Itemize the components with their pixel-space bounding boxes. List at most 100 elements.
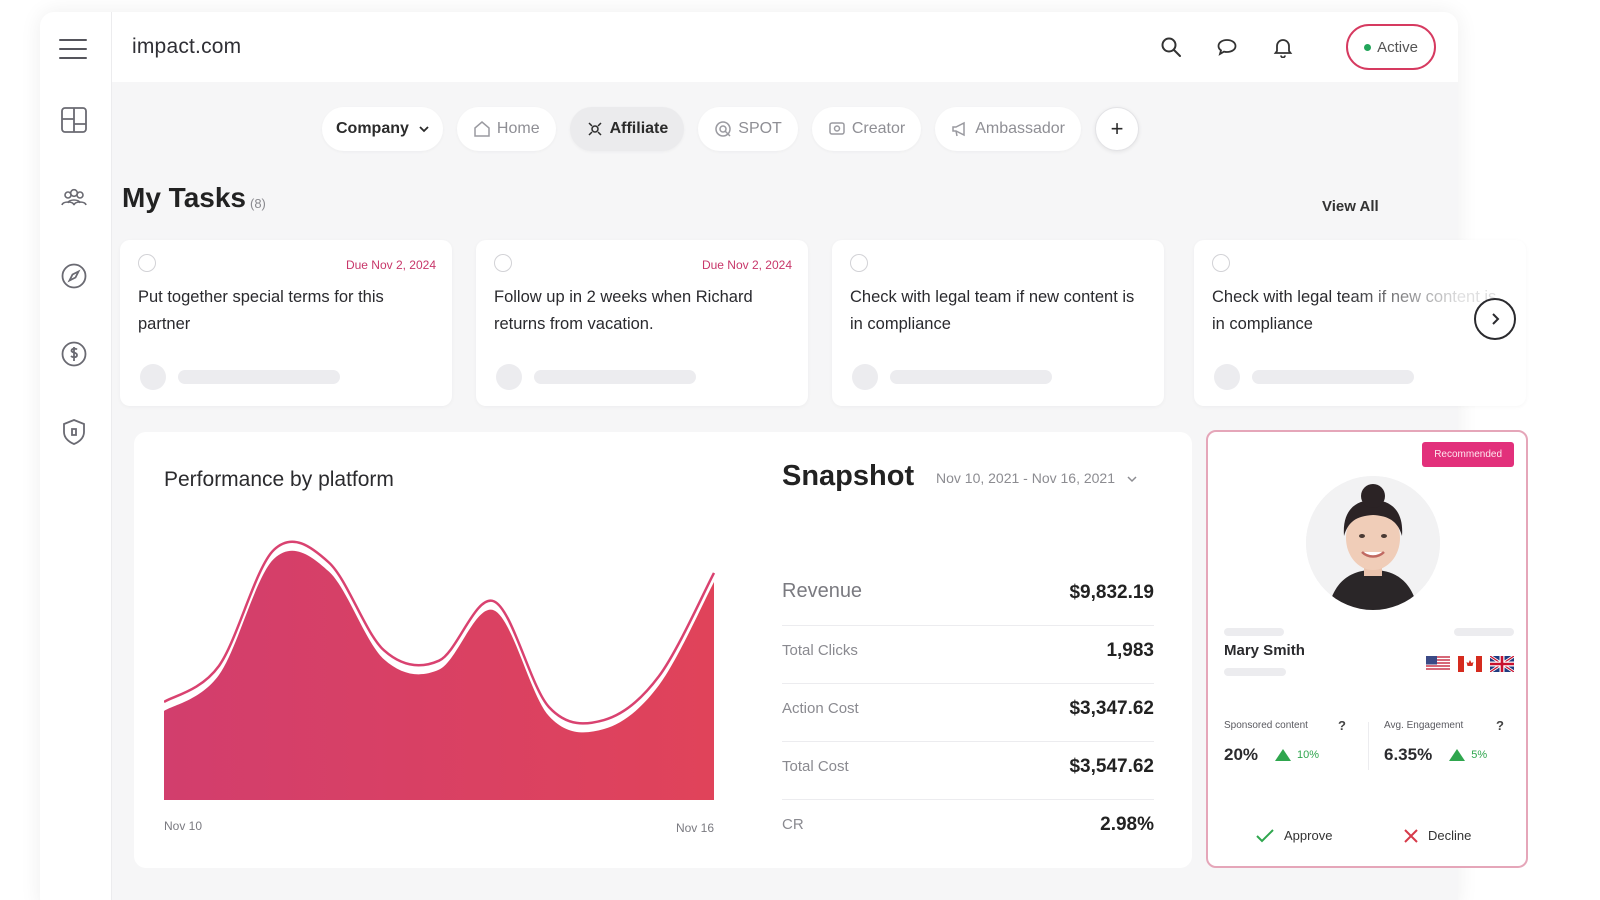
chevron-down-icon	[419, 126, 429, 133]
chevron-right-icon	[1492, 313, 1500, 325]
tasks-next-button[interactable]	[1474, 298, 1516, 340]
placeholder-line	[1224, 668, 1286, 676]
decline-button[interactable]: Decline	[1404, 828, 1471, 843]
dashboard-icon[interactable]	[60, 106, 88, 134]
task-checkbox[interactable]	[850, 254, 868, 272]
metric-row: Total Cost $3,547.62	[782, 742, 1154, 800]
metric-label: Revenue	[782, 580, 863, 602]
task-text: Check with legal team if new content is …	[1212, 288, 1497, 333]
placeholder-line	[1454, 628, 1514, 636]
stat-label: Avg. Engagement	[1384, 720, 1464, 731]
arrow-up-icon	[1275, 749, 1292, 761]
compass-icon[interactable]	[60, 262, 88, 290]
brand-logo[interactable]: impact.com	[132, 35, 242, 58]
assignee-placeholder	[890, 370, 1052, 384]
task-card[interactable]: Due Nov 2, 2024 Put together special ter…	[120, 240, 452, 406]
metric-row: CR 2.98%	[782, 800, 1154, 858]
x-tick-start: Nov 10	[164, 819, 202, 833]
tab-spot[interactable]: SPOT	[698, 107, 798, 151]
stat-value: 20%	[1224, 745, 1259, 764]
top-bar: impact.com Active	[112, 12, 1458, 82]
assignee-placeholder	[178, 370, 340, 384]
metric-label: Total Cost	[782, 758, 849, 775]
stat-divider	[1368, 722, 1369, 770]
stat-avg-engagement: Avg. Engagement ? 6.35% 5%	[1384, 718, 1504, 765]
task-text: Put together special terms for this part…	[138, 288, 384, 333]
date-range-select[interactable]: Nov 10, 2021 - Nov 16, 2021	[936, 470, 1137, 486]
assignee-avatar	[1214, 364, 1240, 390]
performance-chart: Nov 10 Nov 16	[164, 540, 716, 835]
company-select-label: Company	[336, 120, 409, 137]
decline-label: Decline	[1428, 828, 1472, 843]
tab-affiliate[interactable]: Affiliate	[569, 107, 685, 151]
assignee-avatar	[140, 364, 166, 390]
task-card[interactable]: Check with legal team if new content is …	[832, 240, 1164, 406]
performance-title: Performance by platform	[164, 468, 394, 491]
creator-name: Mary Smith	[1224, 642, 1305, 659]
assignee-avatar	[496, 364, 522, 390]
status-dot	[1364, 43, 1372, 51]
search-icon[interactable]	[1160, 36, 1182, 58]
tab-home-label: Home	[496, 120, 540, 137]
view-all-link[interactable]: View All	[1322, 198, 1379, 215]
dollar-icon[interactable]	[60, 340, 88, 368]
menu-icon[interactable]	[58, 36, 88, 62]
snapshot-metrics: Revenue $9,832.19 Total Clicks 1,983 Act…	[782, 568, 1154, 858]
metric-value: $3,347.62	[1069, 698, 1154, 719]
tab-creator[interactable]: Creator	[811, 107, 922, 151]
assignee-placeholder	[1252, 370, 1414, 384]
task-due-date: Due Nov 2, 2024	[701, 258, 792, 272]
status-toggle[interactable]: Active	[1346, 24, 1436, 70]
tab-affiliate-label: Affiliate	[609, 120, 669, 137]
metric-label: Total Clicks	[782, 642, 858, 659]
metric-label: CR	[782, 816, 804, 833]
chart-line	[164, 540, 716, 725]
tab-spot-label: SPOT	[738, 120, 782, 137]
company-select[interactable]: Company	[322, 107, 443, 151]
task-checkbox[interactable]	[1212, 254, 1230, 272]
ca-flag-icon	[1458, 656, 1482, 672]
performance-card: Performance by platform Nov 10 Nov 16 Sn…	[134, 432, 1192, 868]
metric-row: Action Cost $3,347.62	[782, 684, 1154, 742]
creator-flags	[1418, 656, 1514, 672]
placeholder-line	[1224, 628, 1284, 636]
status-label: Active	[1377, 38, 1418, 56]
chevron-down-icon	[1127, 476, 1137, 483]
chat-icon[interactable]	[1216, 36, 1238, 58]
tab-ambassador[interactable]: Ambassador	[935, 107, 1082, 151]
task-card[interactable]: Due Nov 2, 2024 Follow up in 2 weeks whe…	[476, 240, 808, 406]
task-checkbox[interactable]	[138, 254, 156, 272]
recommended-badge: Recommended	[1422, 442, 1514, 467]
uk-flag-icon	[1490, 656, 1514, 672]
megaphone-icon	[952, 121, 965, 137]
task-due-date: Due Nov 2, 2024	[345, 258, 436, 272]
spot-icon	[715, 121, 732, 137]
add-tab-button[interactable]: +	[1095, 107, 1140, 151]
bell-icon[interactable]	[1272, 36, 1294, 59]
platform-tabs: Company Home Affiliate SPOT Creator Amba…	[322, 106, 1140, 152]
shield-icon[interactable]	[60, 418, 88, 446]
tab-home[interactable]: Home	[456, 107, 556, 151]
approve-label: Approve	[1284, 828, 1333, 843]
task-text: Check with legal team if new content is …	[850, 288, 1135, 333]
help-icon[interactable]: ?	[1496, 718, 1504, 733]
snapshot-title: Snapshot	[782, 460, 915, 492]
metric-value: $9,832.19	[1069, 582, 1154, 603]
stat-label: Sponsored content	[1224, 720, 1308, 731]
stat-change: 5%	[1471, 749, 1488, 761]
creator-icon	[829, 122, 845, 135]
approve-button[interactable]: Approve	[1256, 828, 1332, 843]
close-icon	[1404, 828, 1418, 843]
help-icon[interactable]: ?	[1338, 718, 1346, 733]
chart-area	[164, 550, 714, 800]
task-checkbox[interactable]	[494, 254, 512, 272]
us-flag-icon	[1426, 656, 1450, 672]
users-icon[interactable]	[60, 184, 88, 212]
tab-creator-label: Creator	[851, 120, 906, 137]
task-card[interactable]: Check with legal team if new content is …	[1194, 240, 1526, 406]
affiliate-icon	[588, 122, 602, 136]
date-range-label: Nov 10, 2021 - Nov 16, 2021	[936, 470, 1116, 486]
creator-card[interactable]: Recommended Mary Smith	[1206, 430, 1528, 868]
tasks-count: (8)	[250, 196, 266, 211]
stat-value: 6.35%	[1384, 745, 1433, 764]
